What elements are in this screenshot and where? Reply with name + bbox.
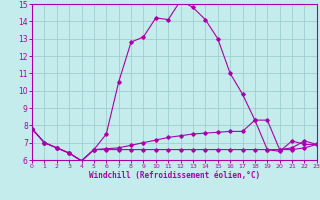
X-axis label: Windchill (Refroidissement éolien,°C): Windchill (Refroidissement éolien,°C) bbox=[89, 171, 260, 180]
